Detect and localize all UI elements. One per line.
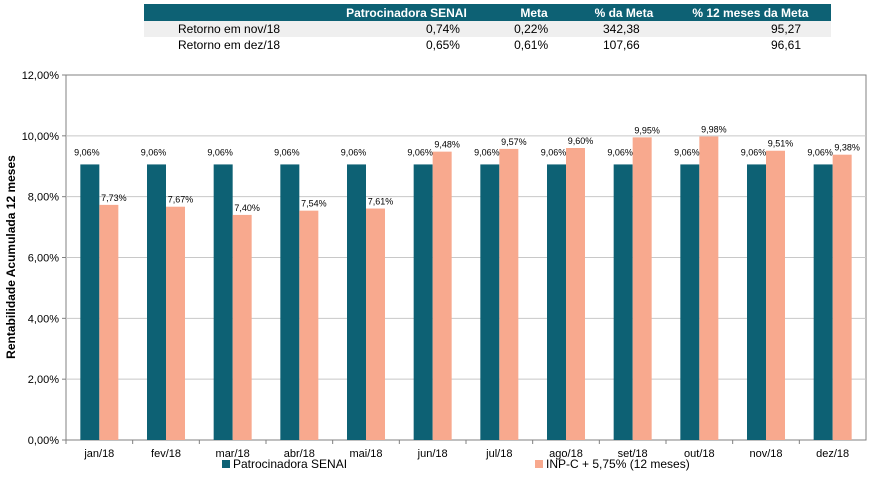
data-label: 7,40% bbox=[234, 203, 260, 213]
y-tick-label: 2,00% bbox=[28, 374, 59, 386]
x-tick-label: jul/18 bbox=[485, 448, 512, 460]
data-label: 9,51% bbox=[768, 139, 794, 149]
x-tick-label: dez/18 bbox=[816, 448, 849, 460]
bar bbox=[80, 164, 100, 441]
bar bbox=[366, 208, 385, 440]
data-label: 9,38% bbox=[834, 143, 860, 153]
table-cell: 0,22% bbox=[489, 21, 579, 37]
bar bbox=[299, 210, 319, 440]
legend-swatch bbox=[535, 460, 543, 468]
data-label: 9,06% bbox=[74, 147, 100, 157]
table-cell: Retorno em nov/18 bbox=[144, 21, 323, 37]
data-label: 7,73% bbox=[101, 193, 127, 203]
x-tick-label: jun/18 bbox=[417, 448, 448, 460]
bar bbox=[99, 204, 119, 440]
data-label: 9,98% bbox=[701, 124, 727, 134]
data-label: 9,06% bbox=[407, 147, 433, 157]
y-tick-label: 4,00% bbox=[28, 313, 59, 325]
bar bbox=[547, 164, 566, 441]
x-tick-label: ago/18 bbox=[549, 448, 583, 460]
y-axis-label: Rentabilidade Acumulada 12 meses bbox=[4, 155, 18, 359]
x-tick-label: fev/18 bbox=[151, 448, 181, 460]
y-tick-label: 6,00% bbox=[28, 253, 59, 265]
bar bbox=[832, 154, 852, 441]
y-tick-label: 8,00% bbox=[28, 192, 59, 204]
table-row: Retorno em nov/18 0,74% 0,22% 342,38 95,… bbox=[144, 21, 831, 37]
bar bbox=[232, 214, 252, 440]
x-tick-label: jan/18 bbox=[83, 448, 114, 460]
x-tick-label: mai/18 bbox=[349, 448, 382, 460]
table-header-cell bbox=[144, 4, 323, 21]
bar bbox=[766, 150, 785, 441]
table-cell: 0,61% bbox=[489, 37, 579, 53]
table-cell: 342,38 bbox=[578, 21, 670, 37]
table-cell: 107,66 bbox=[578, 37, 670, 53]
y-tick-label: 10,00% bbox=[22, 131, 60, 143]
bar bbox=[147, 164, 166, 441]
legend: Patrocinadora SENAI INP-C + 5,75% (12 mes… bbox=[222, 457, 690, 471]
data-label: 7,61% bbox=[368, 197, 394, 207]
bar bbox=[432, 151, 452, 440]
data-label: 7,67% bbox=[168, 195, 194, 205]
legend-label: INP-C + 5,75% (12 meses) bbox=[546, 457, 690, 471]
data-label: 9,06% bbox=[674, 147, 700, 157]
table-cell: 95,27 bbox=[669, 21, 831, 37]
table-header-cell: % 12 meses da Meta bbox=[669, 4, 831, 21]
bar bbox=[166, 206, 185, 440]
data-label: 9,06% bbox=[141, 147, 167, 157]
y-tick-label: 12,00% bbox=[22, 70, 60, 82]
bar bbox=[613, 164, 633, 441]
summary-table: Patrocinadora SENAI Meta % da Meta % 12 … bbox=[144, 4, 831, 53]
bar bbox=[566, 148, 585, 440]
bar bbox=[480, 164, 500, 441]
table-cell: Retorno em dez/18 bbox=[144, 37, 323, 53]
bar bbox=[347, 164, 366, 441]
data-label: 9,06% bbox=[741, 147, 767, 157]
data-label: 9,06% bbox=[607, 147, 633, 157]
bar bbox=[813, 164, 833, 441]
bar bbox=[747, 164, 766, 441]
bar bbox=[413, 164, 433, 441]
table-header-cell: Patrocinadora SENAI bbox=[322, 4, 490, 21]
x-tick-label: nov/18 bbox=[749, 448, 782, 460]
data-label: 9,06% bbox=[341, 147, 367, 157]
bar bbox=[499, 148, 519, 440]
x-tick-label: mar/18 bbox=[216, 448, 250, 460]
data-label: 7,54% bbox=[301, 199, 327, 209]
bar bbox=[213, 164, 233, 441]
data-label: 9,06% bbox=[274, 147, 300, 157]
bars-layer bbox=[80, 136, 852, 441]
grid-layer: 0,00% 2,00% 4,00% 6,00% 8,00% 10,00% 12,00% bbox=[22, 70, 867, 447]
x-tick-label: abr/18 bbox=[284, 448, 315, 460]
table-header-cell: % da Meta bbox=[578, 4, 670, 21]
table-cell: 0,65% bbox=[322, 37, 490, 53]
table-header-row: Patrocinadora SENAI Meta % da Meta % 12 … bbox=[144, 4, 831, 21]
labels-layer: jan/18 9,06% 7,73% fev/18 9,06% 7,67% mar/18 9,… bbox=[74, 124, 860, 460]
bar bbox=[632, 137, 652, 440]
bar bbox=[699, 136, 719, 441]
data-label: 9,48% bbox=[434, 140, 460, 150]
legend-swatch bbox=[222, 460, 230, 468]
table-cell: 96,61 bbox=[669, 37, 831, 53]
y-tick-label: 0,00% bbox=[28, 435, 59, 447]
bar bbox=[680, 164, 700, 441]
data-label: 9,06% bbox=[474, 147, 500, 157]
data-label: 9,06% bbox=[207, 147, 233, 157]
table-row: Retorno em dez/18 0,65% 0,61% 107,66 96,… bbox=[144, 37, 831, 53]
data-label: 9,57% bbox=[501, 137, 527, 147]
data-label: 9,06% bbox=[807, 147, 833, 157]
data-label: 9,06% bbox=[541, 147, 567, 157]
x-tick-label: set/18 bbox=[618, 448, 648, 460]
bar bbox=[280, 164, 300, 441]
legend-label: Patrocinadora SENAI bbox=[233, 457, 347, 471]
x-tick-label: out/18 bbox=[684, 448, 715, 460]
table-cell: 0,74% bbox=[322, 21, 490, 37]
data-label: 9,60% bbox=[568, 136, 594, 146]
data-label: 9,95% bbox=[634, 125, 660, 135]
table-header-cell: Meta bbox=[489, 4, 579, 21]
